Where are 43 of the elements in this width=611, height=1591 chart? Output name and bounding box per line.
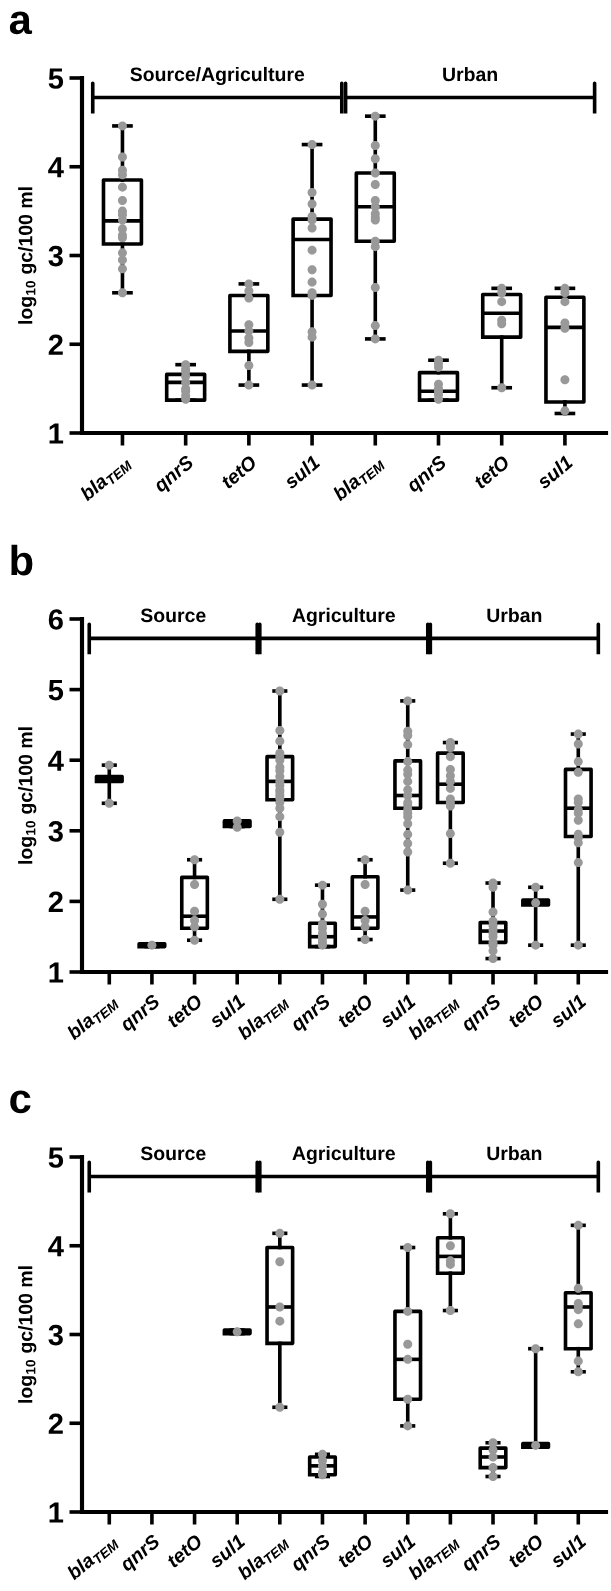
x-tick-label: tetO bbox=[336, 993, 375, 1029]
x-tick-label: tetO bbox=[165, 1533, 204, 1569]
x-tick-label: bla$_{TEM}$ bbox=[65, 1532, 121, 1583]
y-tick-label: 1 bbox=[49, 423, 64, 444]
y-tick-label: 3 bbox=[48, 1324, 63, 1346]
y-tick-label: 2 bbox=[48, 891, 63, 912]
annotation: Agriculture bbox=[292, 607, 395, 627]
y-tick-label: 6 bbox=[48, 609, 63, 630]
y-axis-title: log$_{10}$ gc/100 ml bbox=[18, 1266, 37, 1403]
annotation: Urban bbox=[443, 66, 497, 82]
x-tick-label: bla$_{TEM}$ bbox=[78, 453, 134, 504]
y-tick-label: 3 bbox=[48, 821, 63, 842]
x-tick-label: bla$_{TEM}$ bbox=[65, 992, 121, 1043]
annotation: Urban bbox=[487, 607, 542, 623]
y-tick-label: 5 bbox=[48, 68, 64, 89]
chart-title: b bbox=[11, 544, 33, 576]
x-tick-label: tetO bbox=[220, 454, 258, 490]
annotation: Agriculture bbox=[292, 1145, 395, 1165]
chart-title: c bbox=[10, 1090, 31, 1114]
x-tick-label: bla$_{TEM}$ bbox=[331, 453, 387, 504]
x-tick-label: tetO bbox=[336, 1533, 375, 1569]
x-tick-label: tetO bbox=[506, 1533, 545, 1569]
annotation: Source bbox=[140, 608, 206, 623]
y-tick-label: 5 bbox=[48, 1147, 64, 1168]
y-tick-label: 3 bbox=[48, 245, 63, 267]
y-tick-label: 5 bbox=[48, 680, 64, 701]
y-tick-label: 4 bbox=[48, 1236, 64, 1257]
y-tick-label: 2 bbox=[48, 1413, 63, 1434]
y-tick-label: 1 bbox=[49, 962, 64, 983]
y-tick-label: 1 bbox=[49, 1502, 64, 1523]
x-tick-label: tetO bbox=[165, 993, 204, 1029]
y-tick-label: 4 bbox=[48, 750, 64, 771]
y-tick-label: 2 bbox=[48, 334, 63, 355]
y-tick-label: 4 bbox=[48, 157, 64, 178]
x-tick-label: tetO bbox=[506, 993, 545, 1029]
annotation: Source/Agriculture bbox=[130, 66, 305, 86]
chart-title: a bbox=[9, 11, 33, 35]
annotation: Source bbox=[140, 1146, 206, 1161]
y-axis-title: log$_{10}$ gc/100 ml bbox=[18, 187, 37, 324]
x-tick-label: tetO bbox=[472, 454, 511, 490]
y-axis-title: log$_{10}$ gc/100 ml bbox=[18, 727, 37, 864]
annotation: Urban bbox=[487, 1145, 542, 1161]
x-tick-label: sul1 bbox=[282, 454, 321, 490]
